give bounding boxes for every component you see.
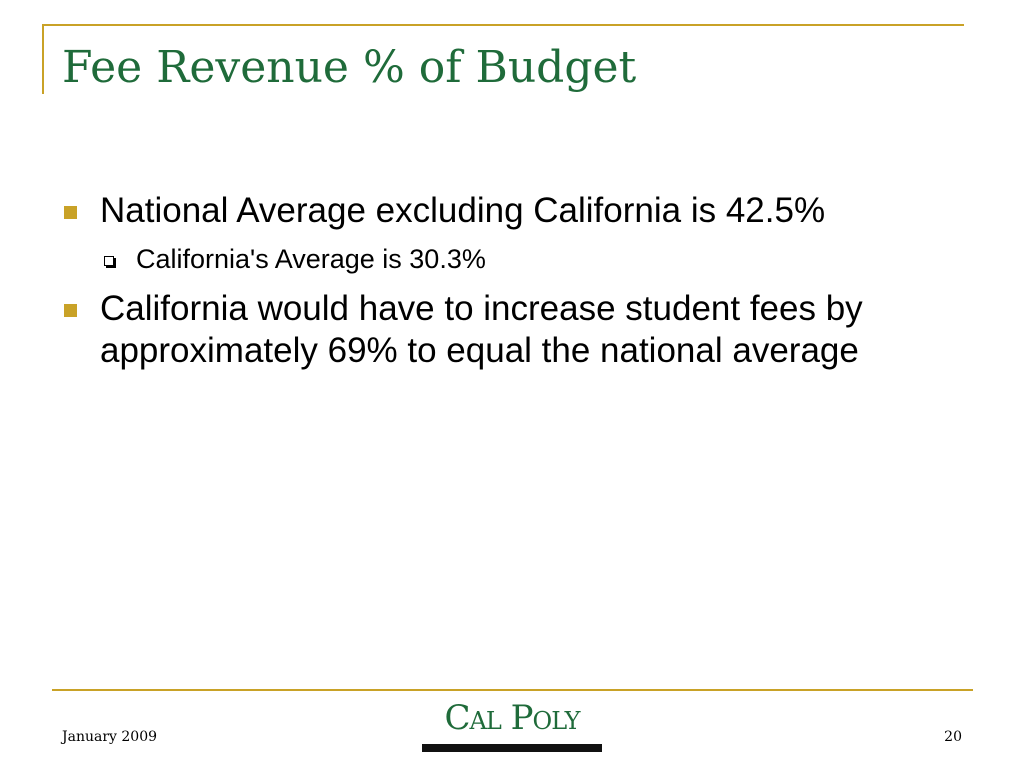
bullet-text: National Average excluding California is… (100, 191, 826, 230)
page-number: 20 (944, 729, 962, 745)
sub-bullet-text: California's Average is 30.3% (136, 244, 486, 274)
bullet-fee-increase: California would have to increase studen… (62, 288, 922, 372)
logo-underline-bar (422, 744, 602, 752)
logo-text: Cal Poly (444, 698, 581, 738)
hollow-square-bullet-icon (104, 256, 114, 266)
left-rule (42, 24, 44, 94)
gold-square-bullet-icon (64, 206, 77, 219)
bullet-text: California would have to increase studen… (100, 289, 863, 370)
footer-date: January 2009 (62, 729, 158, 745)
top-rule (42, 24, 964, 26)
slide-title: Fee Revenue % of Budget (62, 42, 637, 93)
gold-square-bullet-icon (64, 304, 77, 317)
bottom-rule (52, 689, 973, 691)
bullet-list: National Average excluding California is… (62, 190, 922, 382)
cal-poly-logo: Cal Poly (420, 700, 604, 752)
bullet-national-average: National Average excluding California is… (62, 190, 922, 232)
sub-bullet-california-average: California's Average is 30.3% (62, 242, 922, 276)
